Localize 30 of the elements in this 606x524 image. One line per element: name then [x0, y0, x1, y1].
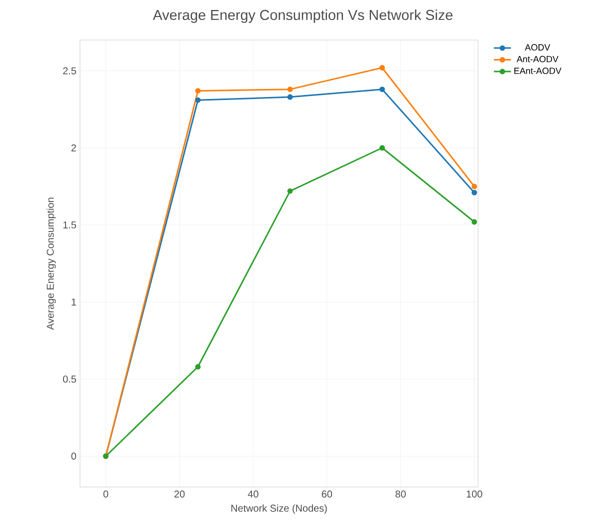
y-axis-title: Average Energy Consumption: [46, 198, 56, 330]
y-tick-label: 1: [72, 298, 76, 306]
point: [287, 94, 293, 100]
point: [195, 364, 201, 370]
x-tick-label: 100: [466, 490, 482, 498]
y-tick-label: 1.5: [63, 221, 76, 228]
y-tick-label: 2.5: [63, 67, 76, 74]
point: [472, 184, 478, 190]
legend-label: AODV: [524, 44, 550, 51]
chart-title: Average Energy Consumption Vs Network Size: [152, 10, 452, 23]
y-tick-label: 2: [71, 144, 76, 152]
y-tick-label: 0: [71, 452, 76, 460]
point: [195, 97, 201, 103]
point: [379, 65, 385, 70]
legend-label: EAnt-AODV: [514, 68, 562, 74]
x-tick-label: 0: [103, 490, 108, 498]
x-tick-label: 80: [396, 490, 406, 498]
legend-label: Ant-AODV: [516, 56, 558, 62]
point: [287, 188, 293, 194]
y-tick-label: 0.5: [63, 376, 76, 383]
x-tick-label: 40: [248, 490, 258, 498]
point: [472, 219, 478, 225]
point: [379, 86, 385, 92]
point: [472, 190, 478, 196]
x-tick-label: 20: [174, 490, 185, 498]
x-axis-title: Network Size (Nodes): [231, 504, 327, 514]
point: [379, 145, 385, 151]
point: [195, 88, 201, 94]
point: [287, 86, 293, 92]
x-tick-label: 60: [322, 490, 332, 498]
